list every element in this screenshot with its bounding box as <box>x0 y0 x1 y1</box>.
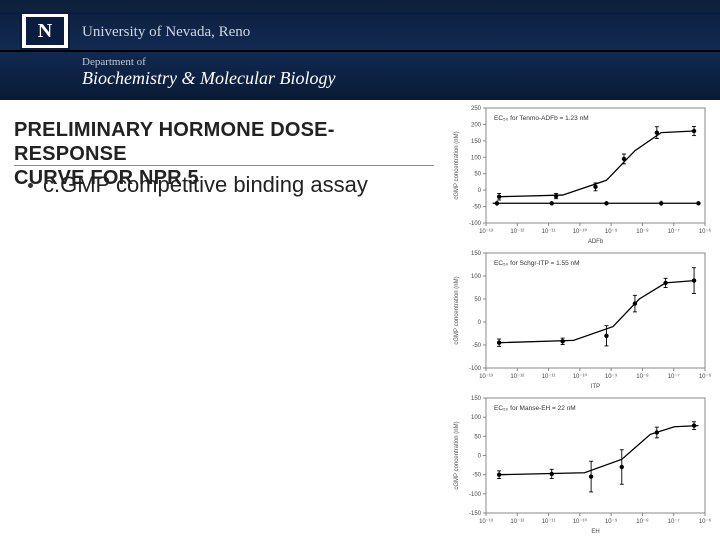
svg-text:10⁻⁸: 10⁻⁸ <box>636 373 649 380</box>
svg-text:50: 50 <box>474 172 481 178</box>
svg-text:50: 50 <box>474 297 481 303</box>
svg-text:250: 250 <box>471 106 482 112</box>
dose-response-chart-1: -100 -50 0 50 100 150 200 250 10⁻¹³ 10⁻¹² 10⁻¹¹ 10⁻… <box>448 100 713 245</box>
svg-text:-100: -100 <box>469 221 482 227</box>
svg-text:100: 100 <box>471 274 482 280</box>
svg-text:cGMP concentration (nM): cGMP concentration (nM) <box>454 276 460 344</box>
svg-text:150: 150 <box>471 396 482 402</box>
svg-text:10⁻¹⁰: 10⁻¹⁰ <box>573 373 588 380</box>
divider-mid <box>0 50 720 52</box>
svg-text:10⁻⁹: 10⁻⁹ <box>605 373 618 380</box>
header-band: N University of Nevada, Reno Department … <box>0 0 720 100</box>
svg-text:EC₅₀ for Tenmo-ADFb = 1.23 nM: EC₅₀ for Tenmo-ADFb = 1.23 nM <box>494 115 589 122</box>
svg-text:10⁻¹²: 10⁻¹² <box>510 374 524 380</box>
svg-text:50: 50 <box>474 434 481 440</box>
svg-text:10⁻⁸: 10⁻⁸ <box>636 228 649 235</box>
svg-text:EH: EH <box>591 529 599 535</box>
divider-top <box>0 12 720 15</box>
svg-text:10⁻¹¹: 10⁻¹¹ <box>542 519 556 525</box>
university-name: University of Nevada, Reno <box>82 24 250 41</box>
svg-text:-50: -50 <box>472 343 481 349</box>
svg-text:150: 150 <box>471 139 482 145</box>
svg-text:EC₅₀ for Schgr-ITP = 1.55 nM: EC₅₀ for Schgr-ITP = 1.55 nM <box>494 260 580 267</box>
svg-text:10⁻¹⁰: 10⁻¹⁰ <box>573 518 588 525</box>
title-underline <box>14 165 434 166</box>
svg-text:10⁻¹¹: 10⁻¹¹ <box>542 229 556 235</box>
title-line1: PRELIMINARY HORMONE DOSE-RESPONSE <box>14 119 335 165</box>
bullet-text: c.GMP competitive binding assay <box>43 172 368 198</box>
svg-text:10⁻¹⁰: 10⁻¹⁰ <box>573 228 588 235</box>
svg-text:100: 100 <box>471 155 482 161</box>
svg-text:10⁻⁷: 10⁻⁷ <box>668 518 680 525</box>
dose-response-chart-3: -150 -100 -50 0 50 100 150 10⁻¹³ 10⁻¹² 10⁻¹¹ 10⁻¹⁰… <box>448 390 713 535</box>
svg-text:-50: -50 <box>472 205 481 211</box>
svg-text:10⁻⁷: 10⁻⁷ <box>668 373 680 380</box>
svg-text:10⁻¹²: 10⁻¹² <box>510 229 524 235</box>
svg-text:-100: -100 <box>469 492 482 498</box>
svg-text:100: 100 <box>471 415 482 421</box>
bullet-dot-icon <box>28 183 33 188</box>
svg-text:10⁻¹³: 10⁻¹³ <box>479 519 493 525</box>
svg-text:10⁻⁸: 10⁻⁸ <box>636 518 649 525</box>
svg-text:10⁻¹³: 10⁻¹³ <box>479 374 493 380</box>
svg-text:10⁻¹¹: 10⁻¹¹ <box>542 374 556 380</box>
svg-text:-100: -100 <box>469 366 482 372</box>
svg-text:10⁻⁶: 10⁻⁶ <box>699 228 712 235</box>
svg-text:0: 0 <box>478 320 482 326</box>
svg-text:200: 200 <box>471 122 482 128</box>
dose-response-chart-2: -100 -50 0 50 100 150 10⁻¹³ 10⁻¹² 10⁻¹¹ 10⁻¹⁰ 10⁻⁹… <box>448 245 713 390</box>
chart-column: -100 -50 0 50 100 150 200 250 10⁻¹³ 10⁻¹² 10⁻¹¹ 10⁻… <box>448 100 720 540</box>
department-name: Biochemistry & Molecular Biology <box>82 68 335 89</box>
svg-text:10⁻⁹: 10⁻⁹ <box>605 518 618 525</box>
svg-text:0: 0 <box>478 188 482 194</box>
svg-text:10⁻⁹: 10⁻⁹ <box>605 228 618 235</box>
bullet-item: c.GMP competitive binding assay <box>28 172 368 198</box>
svg-text:cGMP concentration (nM): cGMP concentration (nM) <box>454 131 460 199</box>
svg-text:10⁻⁶: 10⁻⁶ <box>699 373 712 380</box>
svg-text:10⁻¹³: 10⁻¹³ <box>479 229 493 235</box>
svg-text:10⁻⁷: 10⁻⁷ <box>668 228 680 235</box>
svg-text:cGMP concentration (nM): cGMP concentration (nM) <box>454 421 460 489</box>
logo: N <box>20 12 70 50</box>
svg-text:-50: -50 <box>472 473 481 479</box>
svg-text:10⁻⁶: 10⁻⁶ <box>699 518 712 525</box>
svg-text:-150: -150 <box>469 511 482 517</box>
svg-text:10⁻¹²: 10⁻¹² <box>510 519 524 525</box>
svg-text:EC₅₀ for Manse-EH = 22 nM: EC₅₀ for Manse-EH = 22 nM <box>494 405 576 412</box>
svg-text:150: 150 <box>471 251 482 257</box>
svg-text:0: 0 <box>478 454 482 460</box>
logo-letter: N <box>26 17 64 45</box>
department-label: Department of <box>82 56 146 68</box>
